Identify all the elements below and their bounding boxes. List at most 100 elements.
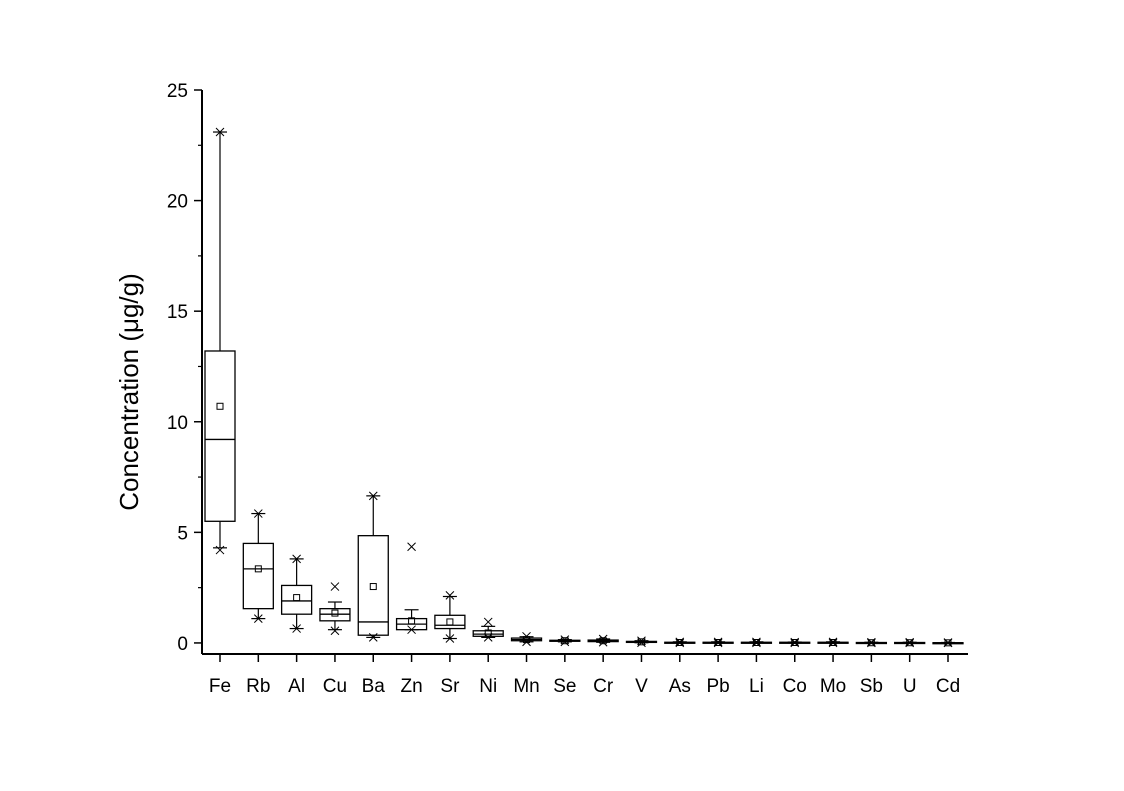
mean-marker: [561, 637, 569, 645]
min-marker: [445, 634, 455, 643]
box-mo: [817, 637, 849, 648]
box-ni: [472, 617, 504, 642]
box-as: [664, 637, 696, 648]
box-sb: [855, 637, 888, 648]
box-al: [280, 554, 313, 633]
min-marker: [330, 626, 340, 636]
x-tick-label: Zn: [400, 676, 422, 697]
min-marker: [407, 625, 416, 635]
min-marker: [598, 637, 608, 647]
max-marker: [330, 582, 340, 591]
max-marker: [828, 637, 838, 647]
min-marker: [560, 637, 570, 647]
y-axis-label: Concentration (μg/g): [114, 273, 144, 511]
min-marker: [215, 545, 225, 555]
max-marker: [713, 637, 723, 647]
y-tick-label: 5: [177, 523, 188, 544]
mean-marker: [369, 583, 377, 591]
max-marker: [253, 509, 263, 518]
x-tick-label: Al: [288, 676, 305, 697]
max-marker: [752, 637, 761, 647]
box-cu: [319, 582, 351, 636]
min-marker: [905, 638, 915, 648]
min-marker: [292, 624, 301, 633]
min-marker: [368, 633, 378, 642]
max-marker: [292, 554, 301, 564]
min-marker: [713, 638, 723, 648]
x-tick-label: As: [669, 676, 691, 697]
x-tick-label: Rb: [246, 676, 270, 697]
x-tick-label: U: [903, 676, 917, 697]
x-tick-label: Co: [783, 676, 807, 697]
mean-marker: [599, 637, 607, 645]
max-marker: [445, 591, 455, 600]
y-tick-label: 20: [167, 192, 188, 213]
max-marker: [560, 635, 570, 644]
mean-marker: [944, 639, 952, 647]
mean-marker: [829, 638, 837, 646]
x-tick-label: Sr: [440, 676, 460, 697]
max-marker: [368, 491, 378, 501]
x-tick-label: Cd: [936, 676, 960, 697]
box-li: [740, 637, 773, 648]
mean-marker: [714, 638, 722, 646]
min-marker: [637, 638, 646, 648]
min-marker: [483, 633, 493, 642]
max-marker: [598, 634, 608, 644]
box-iqr: [204, 350, 236, 522]
box-iqr: [357, 535, 389, 636]
box-iqr: [280, 584, 313, 615]
box-mn: [510, 631, 543, 647]
min-marker: [253, 614, 263, 623]
mean-marker: [331, 609, 339, 617]
mean-marker: [676, 638, 684, 646]
mean-marker: [216, 402, 224, 410]
max-marker: [483, 617, 493, 627]
x-tick-label: V: [635, 676, 648, 697]
y-tick-label: 15: [167, 302, 188, 323]
x-tick-label: Fe: [209, 676, 231, 697]
box-cr: [587, 634, 619, 647]
min-marker: [675, 638, 685, 648]
box-co: [779, 637, 811, 648]
box-cd: [932, 638, 964, 648]
min-marker: [752, 638, 761, 648]
box-zn: [395, 542, 428, 635]
mean-marker: [446, 618, 454, 626]
box-sr: [434, 591, 466, 643]
box-fe: [204, 127, 236, 555]
max-marker: [637, 636, 646, 646]
box-v: [625, 636, 658, 648]
mean-marker: [906, 639, 914, 647]
y-tick-label: 0: [177, 634, 188, 655]
max-marker: [407, 542, 416, 552]
x-tick-label: Li: [749, 676, 764, 697]
x-tick-label: Mn: [513, 676, 539, 697]
x-tick-label: Mo: [820, 676, 846, 697]
x-tick-label: Sb: [860, 676, 883, 697]
mean-marker: [484, 629, 492, 637]
box-pb: [702, 637, 734, 648]
y-tick-label: 25: [167, 81, 188, 102]
box-se: [549, 635, 581, 647]
box-rb: [242, 509, 274, 623]
box-ba: [357, 491, 389, 642]
max-marker: [675, 637, 685, 647]
x-tick-label: Pb: [706, 676, 729, 697]
mean-marker: [293, 594, 301, 602]
mean-marker: [791, 638, 799, 646]
min-marker: [943, 638, 953, 648]
min-marker: [867, 638, 876, 648]
min-marker: [828, 638, 838, 648]
x-tick-label: Cu: [323, 676, 347, 697]
max-marker: [215, 127, 225, 137]
x-axis-ticks: Fe Rb Al Cu Ba Zn Sr Ni Mn Se Cr V As Pb Li Co Mo Sb U Cd: [209, 654, 960, 697]
x-tick-label: Cr: [593, 676, 614, 697]
box-u: [894, 637, 926, 648]
max-marker: [790, 637, 800, 647]
x-tick-label: Ni: [479, 676, 497, 697]
plot-area: [204, 127, 964, 648]
mean-marker: [637, 638, 645, 646]
